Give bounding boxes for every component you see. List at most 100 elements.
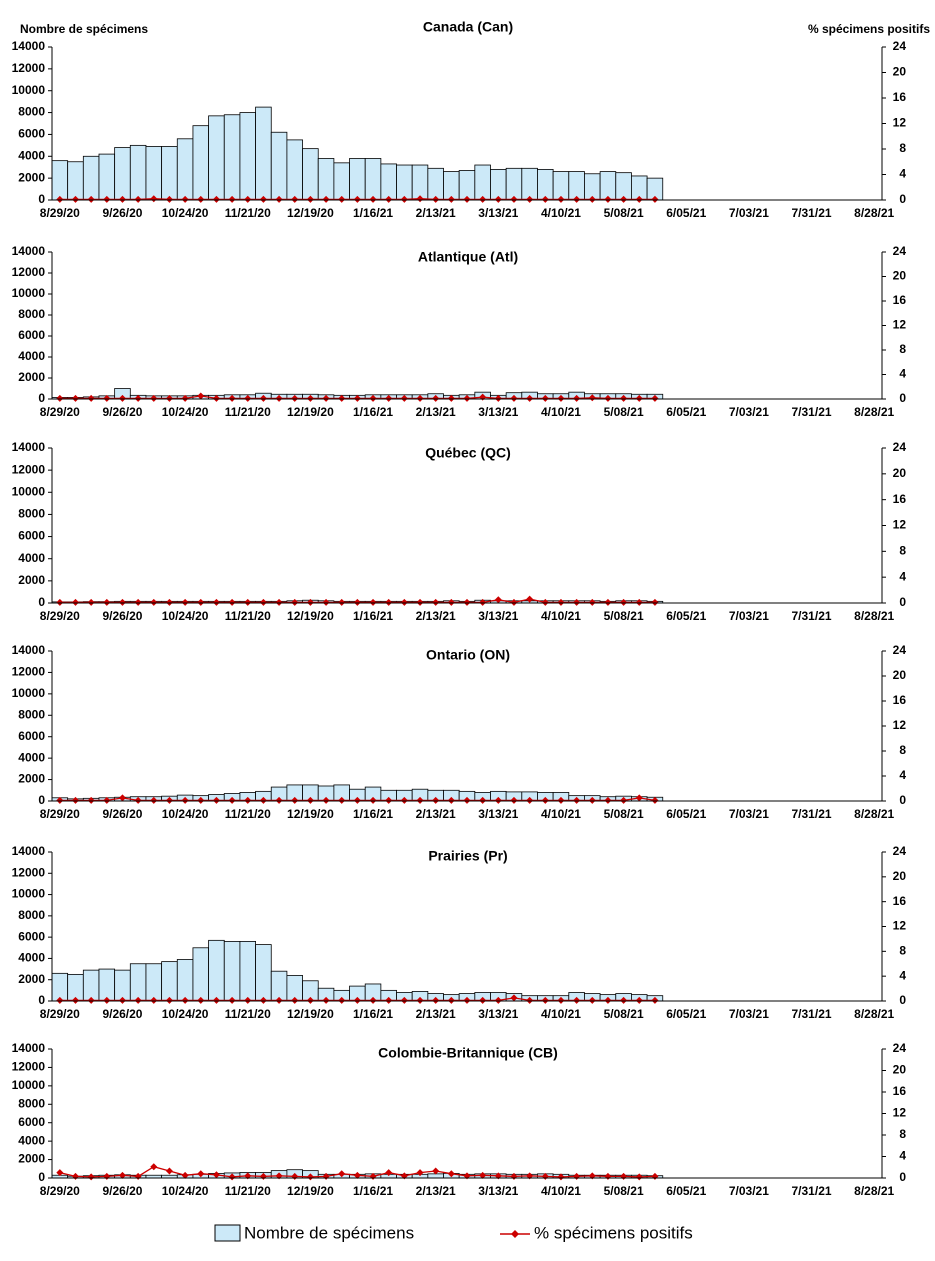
y-tick-label: 12000: [12, 665, 46, 679]
y2-tick-label: 20: [893, 466, 907, 480]
point: [87, 996, 95, 1004]
point: [353, 195, 361, 203]
y-tick-label: 14000: [12, 1041, 46, 1055]
y-tick-label: 12000: [12, 265, 46, 279]
x-tick-label: 5/08/21: [604, 1007, 644, 1021]
y2-tick-label: 24: [893, 643, 907, 657]
chart-title: Ontario (ON): [426, 647, 510, 663]
point: [181, 394, 189, 402]
point: [620, 996, 628, 1004]
x-tick-label: 7/31/21: [792, 206, 832, 220]
point: [635, 394, 643, 402]
bar: [537, 168, 554, 201]
y2-tick-label: 4: [899, 1149, 906, 1163]
x-tick-label: 12/19/20: [287, 609, 334, 623]
point: [197, 996, 205, 1004]
y2-tick-label: 24: [893, 844, 907, 858]
point: [244, 996, 252, 1004]
bar: [129, 144, 147, 201]
point: [338, 195, 346, 203]
point: [635, 996, 643, 1004]
point: [338, 996, 346, 1004]
point: [259, 195, 267, 203]
point: [306, 598, 314, 606]
bar: [98, 968, 116, 1002]
x-tick-label: 11/21/20: [225, 609, 271, 623]
point: [306, 996, 314, 1004]
point: [416, 394, 424, 402]
x-tick-label: 3/13/21: [478, 609, 518, 623]
point: [416, 996, 424, 1004]
bar: [239, 941, 256, 1002]
y-tick-label: 0: [38, 993, 45, 1007]
bar: [51, 972, 69, 1002]
point: [510, 994, 518, 1002]
bar: [223, 941, 241, 1002]
bar: [349, 158, 366, 201]
point: [604, 598, 612, 606]
y-tick-label: 14000: [12, 643, 46, 657]
x-tick-label: 11/21/20: [225, 405, 271, 419]
point: [165, 1167, 173, 1175]
point: [103, 796, 111, 804]
point: [150, 1163, 158, 1171]
bar: [161, 146, 178, 201]
point: [416, 598, 424, 606]
point: [385, 796, 393, 804]
point: [651, 195, 659, 203]
point: [291, 796, 299, 804]
y-tick-label: 12000: [12, 462, 46, 476]
y-tick-label: 6000: [18, 929, 45, 943]
x-tick-label: 8/29/20: [40, 206, 80, 220]
x-tick-label: 6/05/21: [666, 1184, 706, 1198]
point: [400, 598, 408, 606]
point: [56, 598, 64, 606]
x-tick-label: 4/10/21: [541, 807, 581, 821]
point: [447, 1170, 455, 1178]
point: [134, 996, 142, 1004]
point: [56, 796, 64, 804]
point: [306, 394, 314, 402]
point: [526, 796, 534, 804]
chart-title: Colombie-Britannique (CB): [378, 1045, 558, 1061]
point: [557, 195, 565, 203]
point: [557, 996, 565, 1004]
point: [291, 996, 299, 1004]
y-tick-label: 14000: [12, 844, 46, 858]
point: [56, 996, 64, 1004]
point: [56, 195, 64, 203]
x-tick-label: 1/16/21: [353, 609, 393, 623]
point: [353, 1171, 361, 1179]
point: [181, 996, 189, 1004]
bar: [145, 146, 163, 201]
bar: [239, 112, 256, 201]
x-tick-label: 7/03/21: [729, 1007, 769, 1021]
point: [322, 598, 330, 606]
point: [71, 996, 79, 1004]
y2-tick-label: 0: [899, 793, 906, 807]
chart-title: Atlantique (Atl): [418, 249, 518, 265]
bar: [192, 947, 210, 1002]
y2-tick-label: 4: [899, 569, 906, 583]
point: [212, 996, 220, 1004]
point: [87, 195, 95, 203]
point: [259, 598, 267, 606]
y2-tick-label: 8: [899, 743, 906, 757]
point: [87, 394, 95, 402]
point: [71, 796, 79, 804]
x-tick-label: 1/16/21: [353, 1184, 393, 1198]
point: [56, 394, 64, 402]
y2-tick-label: 16: [893, 293, 907, 307]
point: [338, 796, 346, 804]
y2-tick-label: 12: [893, 518, 907, 532]
point: [416, 1169, 424, 1177]
point: [181, 1171, 189, 1179]
point: [165, 996, 173, 1004]
point: [447, 394, 455, 402]
point: [510, 394, 518, 402]
point: [353, 598, 361, 606]
point: [510, 598, 518, 606]
point: [651, 598, 659, 606]
bar: [129, 963, 147, 1002]
